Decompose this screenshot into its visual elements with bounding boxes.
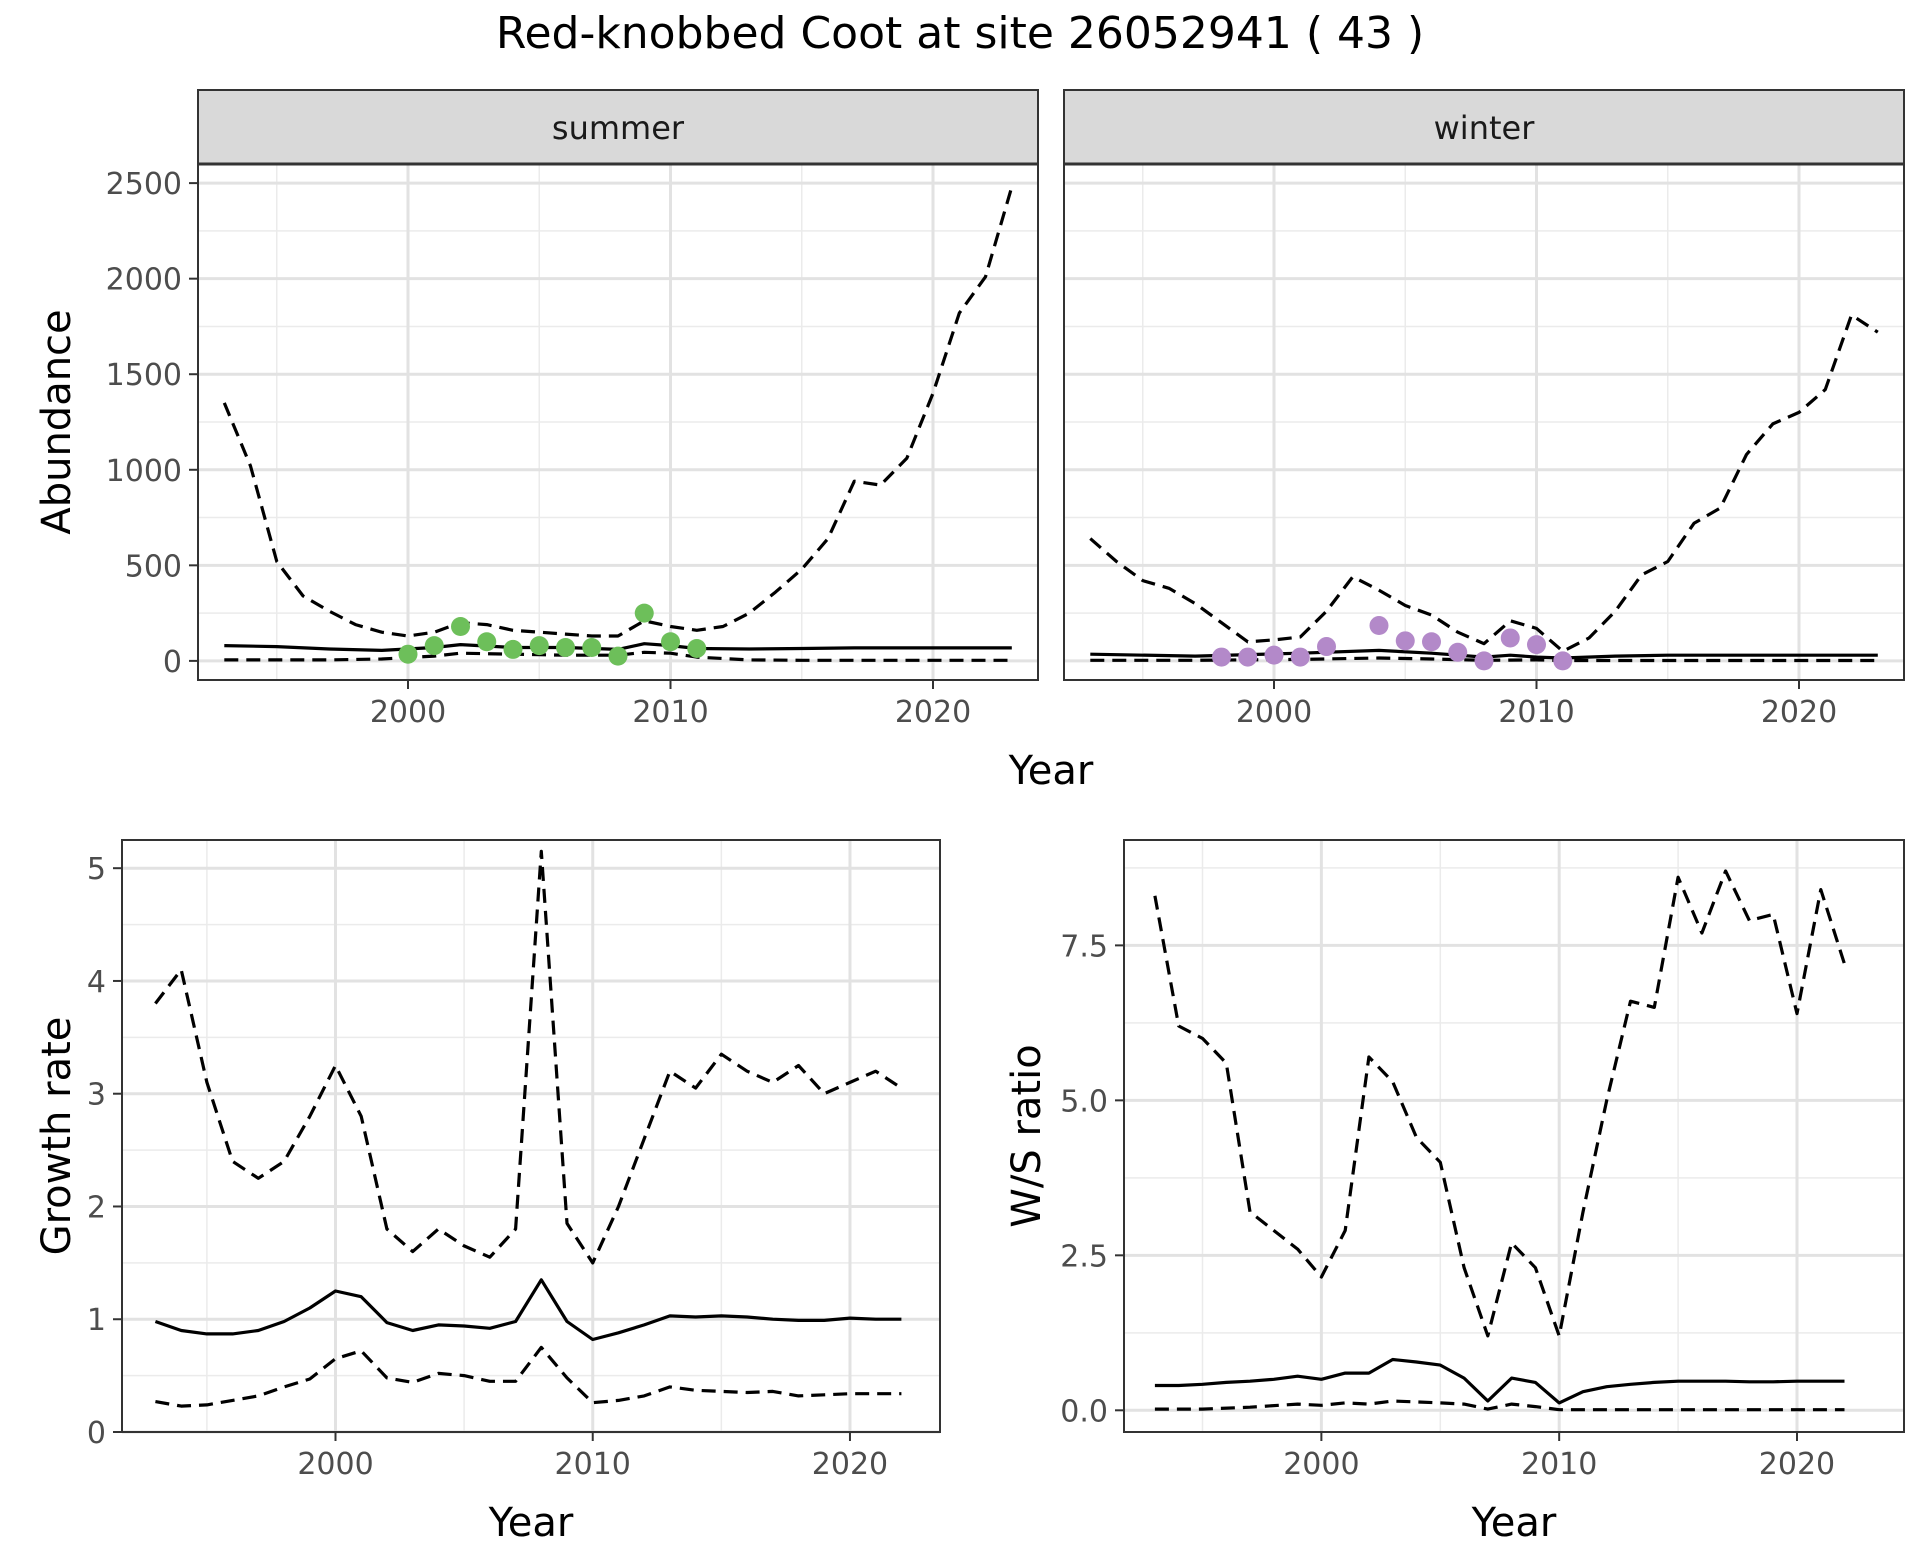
data-point	[1422, 632, 1441, 652]
y-tick-label: 0	[87, 1416, 106, 1451]
x-tick-label: 2010	[1498, 695, 1574, 730]
data-point	[556, 638, 575, 658]
series-line-lower	[1154, 1399, 1845, 1412]
data-point	[424, 636, 444, 656]
plot-area	[122, 840, 940, 1432]
panel-winter: winter 2000 2010 2020	[1063, 89, 1905, 730]
data-point	[1448, 642, 1468, 662]
data-point	[661, 632, 680, 652]
x-tick-label: 2000	[370, 695, 446, 730]
series-line-mean	[1154, 1357, 1845, 1405]
y-tick-label: 3	[87, 1078, 106, 1113]
data-point	[1369, 616, 1389, 636]
data-point	[477, 632, 497, 652]
facet-label: summer	[552, 109, 685, 147]
y-tick-label: 1000	[106, 454, 182, 489]
data-point	[1527, 635, 1546, 655]
series-line-upper	[1153, 869, 1847, 1338]
x-axis-label: Year	[488, 1500, 574, 1546]
y-tick-label: 7.5	[1060, 929, 1108, 964]
data-point	[582, 638, 602, 658]
y-tick-label: 0	[163, 645, 182, 680]
data-point	[398, 644, 418, 664]
y-tick-label: 5.0	[1060, 1084, 1108, 1119]
data-point	[1264, 645, 1284, 665]
y-tick-label: 2000	[106, 263, 182, 298]
figure-title: Red-knobbed Coot at site 26052941 ( 43 )	[496, 8, 1424, 59]
y-tick-label: 2500	[106, 167, 182, 202]
y-tick-label: 1	[87, 1303, 106, 1338]
facet-strip	[197, 89, 1039, 165]
facet-label: winter	[1434, 109, 1536, 147]
data-point	[1395, 631, 1415, 651]
x-tick-label: 2020	[812, 1447, 888, 1482]
panel-border	[121, 839, 941, 1433]
data-point	[634, 603, 654, 623]
x-tick-label: 2020	[1761, 695, 1837, 730]
series-line-upper	[1089, 313, 1879, 653]
data-point	[687, 638, 707, 658]
data-point	[1474, 651, 1494, 671]
data-point	[1500, 628, 1520, 648]
y-axis-label: W/S ratio	[1004, 1044, 1050, 1227]
y-tick-label: 2	[87, 1190, 106, 1225]
x-tick-label: 2010	[632, 695, 708, 730]
x-tick-label: 2000	[1236, 695, 1312, 730]
y-tick-label: 500	[125, 549, 182, 584]
data-point	[1317, 637, 1336, 657]
top-x-axis-label: Year	[1008, 748, 1094, 794]
x-tick-label: 2000	[297, 1447, 373, 1482]
x-axis-label: Year	[1471, 1500, 1557, 1546]
data-point	[1212, 647, 1231, 667]
series-line-upper	[222, 186, 1014, 638]
y-tick-label: 5	[87, 852, 106, 887]
plot-area	[1124, 840, 1904, 1432]
data-point	[608, 646, 628, 666]
x-tick-label: 2000	[1283, 1447, 1359, 1482]
panel-summer: summer 2000 2010 2020 0 500 1000 1500 2000 2500 Ab…	[34, 89, 1039, 730]
panel-growth: 2000 2010 2020 0 1 2 3 4 5 Growth rate Year	[34, 839, 941, 1546]
x-tick-label: 2020	[1759, 1447, 1835, 1482]
y-tick-label: 2.5	[1060, 1239, 1108, 1274]
series-line-upper	[154, 849, 903, 1265]
x-tick-label: 2010	[1521, 1447, 1597, 1482]
y-axis-label: Growth rate	[34, 1017, 80, 1256]
facet-strip	[1063, 89, 1905, 165]
y-tick-label: 4	[87, 965, 106, 1000]
data-point	[1553, 651, 1573, 671]
x-tick-label: 2020	[895, 695, 971, 730]
x-tick-label: 2010	[555, 1447, 631, 1482]
series-line-mean	[154, 1278, 902, 1342]
panel-ratio: 2000 2010 2020 0.0 2.5 5.0 7.5 W/S ratio Year	[1004, 839, 1905, 1546]
panel-border	[1123, 839, 1905, 1433]
series-line-lower	[224, 650, 1012, 662]
y-tick-label: 1500	[106, 358, 182, 393]
y-axis-label: Abundance	[34, 309, 80, 534]
data-point	[451, 616, 470, 636]
data-point	[1238, 647, 1258, 667]
series-line-lower	[155, 1345, 902, 1408]
data-point	[1290, 647, 1310, 667]
data-point	[529, 636, 549, 656]
data-point	[503, 639, 523, 659]
y-tick-label: 0.0	[1060, 1394, 1108, 1429]
series-line-mean	[224, 642, 1012, 652]
